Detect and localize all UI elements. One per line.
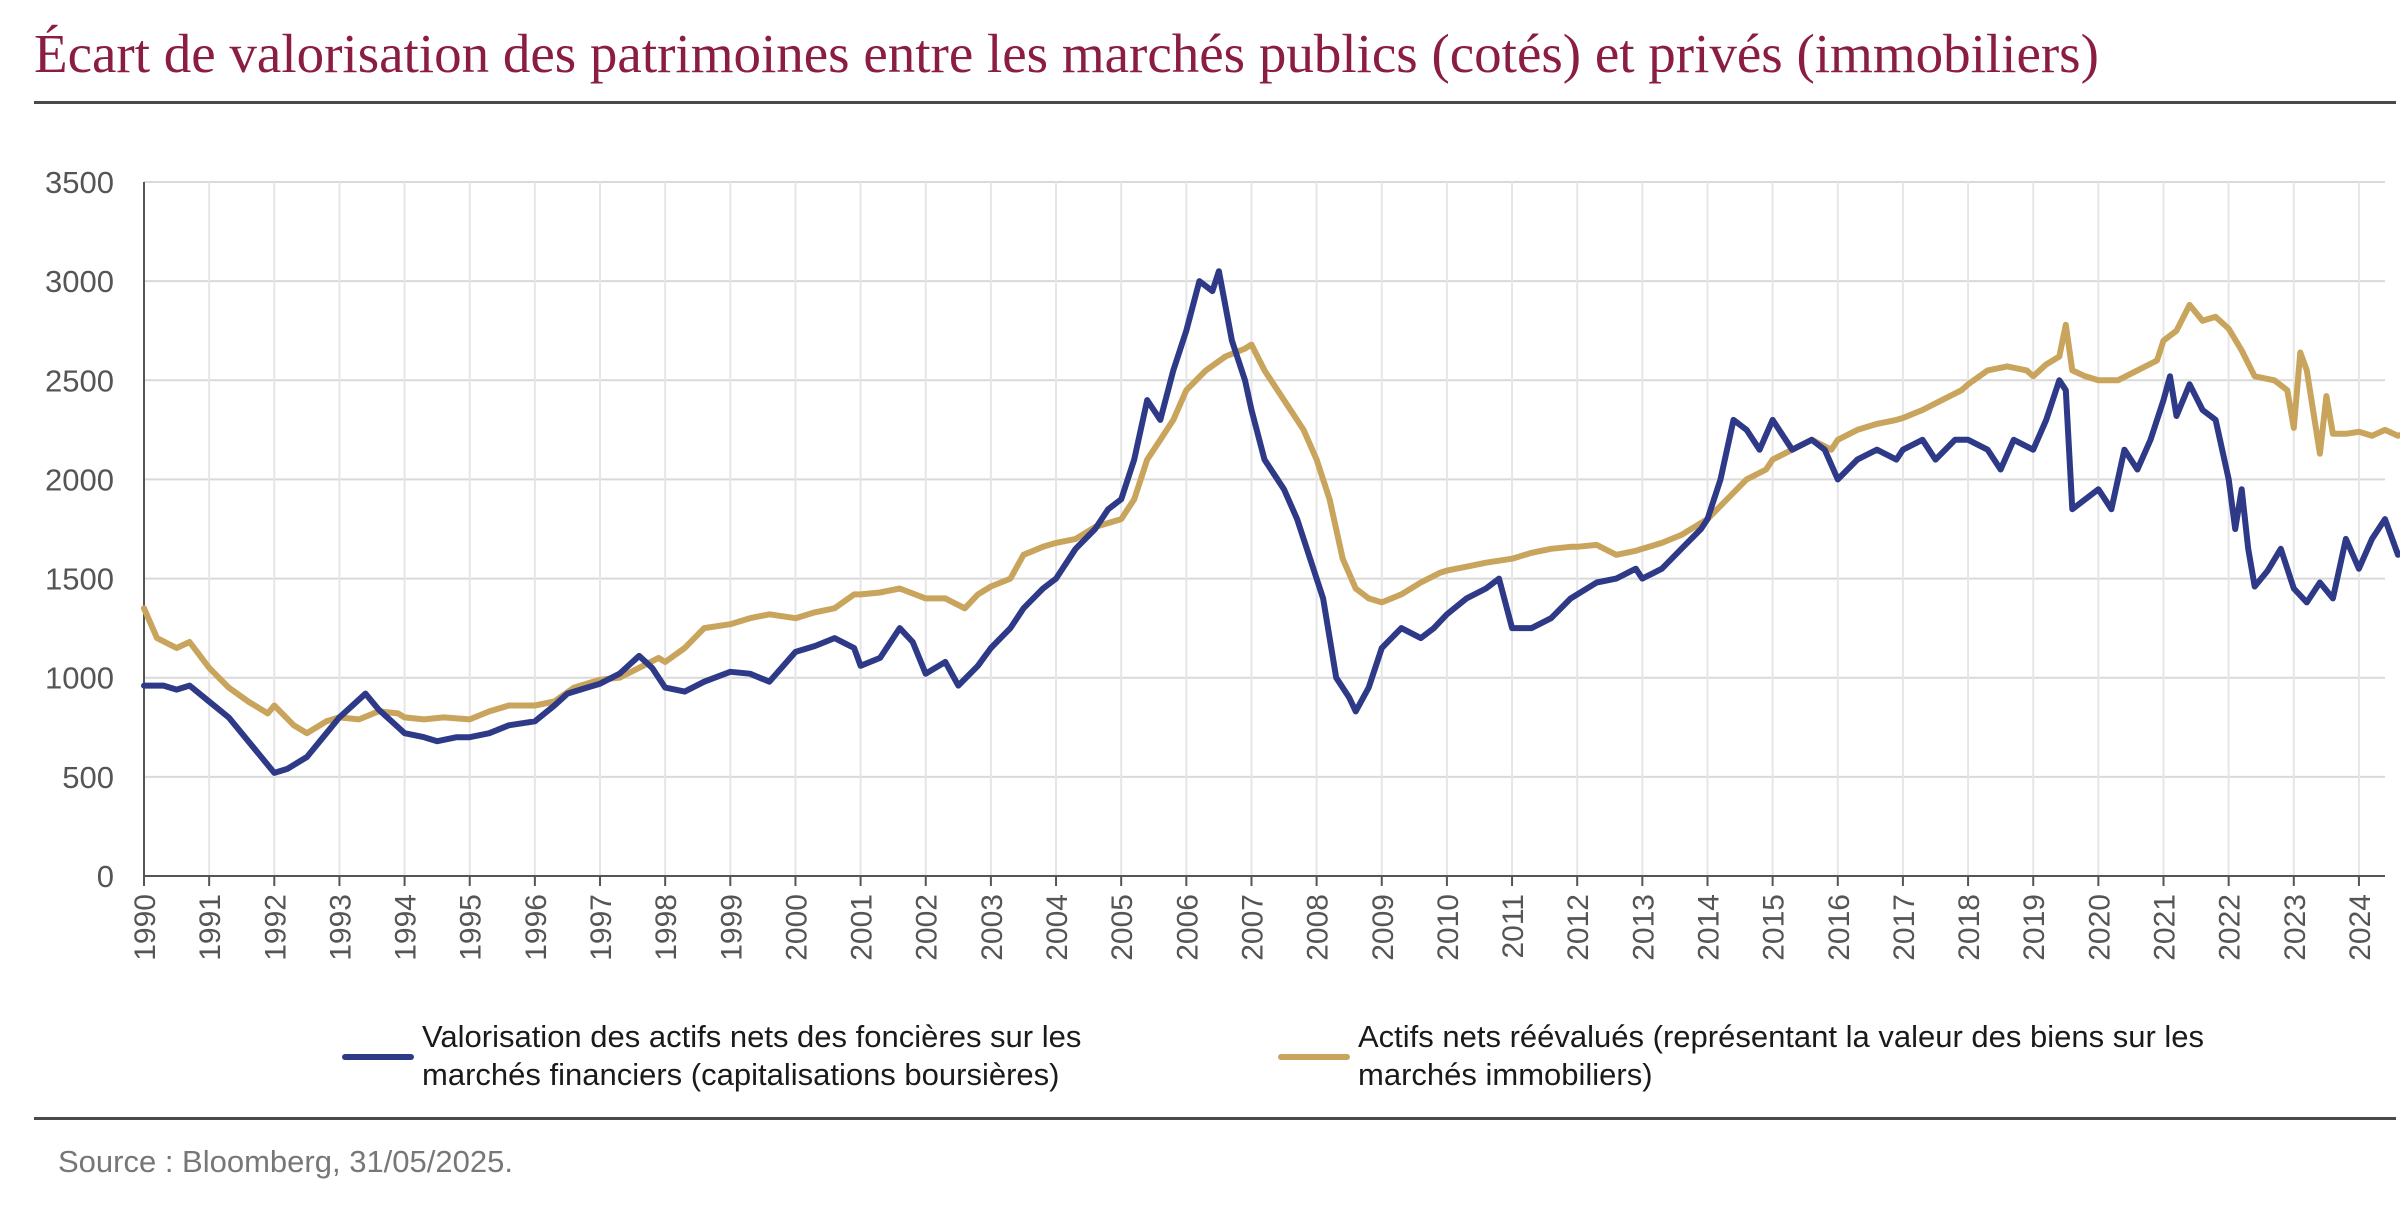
series-line-private	[141, 301, 2400, 737]
x-tick-label: 1999	[715, 894, 748, 961]
legend-label-public: Valorisation des actifs nets des foncièr…	[422, 1019, 1082, 1092]
footer-rule	[34, 1117, 2396, 1120]
x-tick-label: 1991	[194, 894, 227, 961]
y-tick-label: 1500	[45, 562, 114, 597]
x-tick-label: 1995	[455, 894, 488, 961]
grid-lines	[143, 181, 2385, 886]
x-tick-label: 2013	[1627, 894, 1660, 961]
x-tick-label: 2005	[1106, 894, 1139, 961]
x-tick-label: 1998	[650, 894, 683, 961]
source-note: Source : Bloomberg, 31/05/2025.	[58, 1144, 513, 1179]
x-tick-label: 2017	[1888, 894, 1921, 961]
x-tick-label: 2010	[1432, 894, 1465, 961]
y-tick-label: 2000	[45, 462, 114, 497]
x-tick-label: 2015	[1758, 894, 1791, 961]
x-tick-label: 2018	[1953, 894, 1986, 961]
title-rule	[34, 101, 2396, 104]
y-tick-label: 500	[62, 760, 114, 795]
x-tick-label: 1993	[324, 894, 357, 961]
x-axis-ticks: 1990 1991 1992 1993 1994 1995 1996 1997 1998 1999…	[129, 894, 2377, 961]
chart-title: Écart de valorisation des patrimoines en…	[34, 23, 2099, 84]
x-tick-label: 2024	[2344, 894, 2377, 961]
x-tick-label: 1997	[585, 894, 618, 961]
x-tick-label: 2023	[2279, 894, 2312, 961]
x-tick-label: 2004	[1041, 894, 1074, 961]
x-tick-label: 2021	[2149, 894, 2182, 961]
x-tick-label: 2006	[1171, 894, 1204, 961]
x-tick-label: 2009	[1367, 894, 1400, 961]
y-tick-label: 0	[97, 859, 114, 894]
legend-swatch-private	[1278, 1054, 1350, 1060]
y-tick-label: 2500	[45, 363, 114, 398]
legend-swatch-public	[342, 1054, 414, 1060]
x-tick-label: 2001	[846, 894, 879, 961]
y-tick-label: 1000	[45, 661, 114, 696]
x-tick-label: 2016	[1823, 894, 1856, 961]
x-tick-label: 2020	[2083, 894, 2116, 961]
series-lines	[141, 268, 2400, 776]
x-tick-label: 2012	[1562, 894, 1595, 961]
x-tick-label: 2019	[2018, 894, 2051, 961]
x-tick-label: 2008	[1302, 894, 1335, 961]
x-tick-label: 1996	[520, 894, 553, 961]
y-tick-label: 3000	[45, 264, 114, 299]
x-tick-label: 2011	[1497, 894, 1530, 959]
series-line-public	[141, 268, 2400, 776]
x-tick-label: 2022	[2214, 894, 2247, 961]
x-tick-label: 2007	[1236, 894, 1269, 961]
x-tick-label: 2014	[1692, 894, 1725, 961]
legend-label-private: Actifs nets réévalués (représentant la v…	[1358, 1019, 2205, 1092]
x-tick-label: 1990	[129, 894, 162, 961]
legend-item-public: Valorisation des actifs nets des foncièr…	[342, 1018, 1182, 1094]
x-tick-label: 1992	[259, 894, 292, 961]
y-axis-ticks: 0 500 1000 1500 2000 2500 3000 3500	[45, 165, 114, 894]
x-tick-label: 2003	[976, 894, 1009, 961]
x-tick-label: 2002	[911, 894, 944, 961]
x-tick-label: 1994	[390, 894, 423, 961]
y-tick-label: 3500	[45, 165, 114, 200]
x-tick-label: 2000	[780, 894, 813, 961]
legend-item-private: Actifs nets réévalués (représentant la v…	[1278, 1018, 2218, 1094]
